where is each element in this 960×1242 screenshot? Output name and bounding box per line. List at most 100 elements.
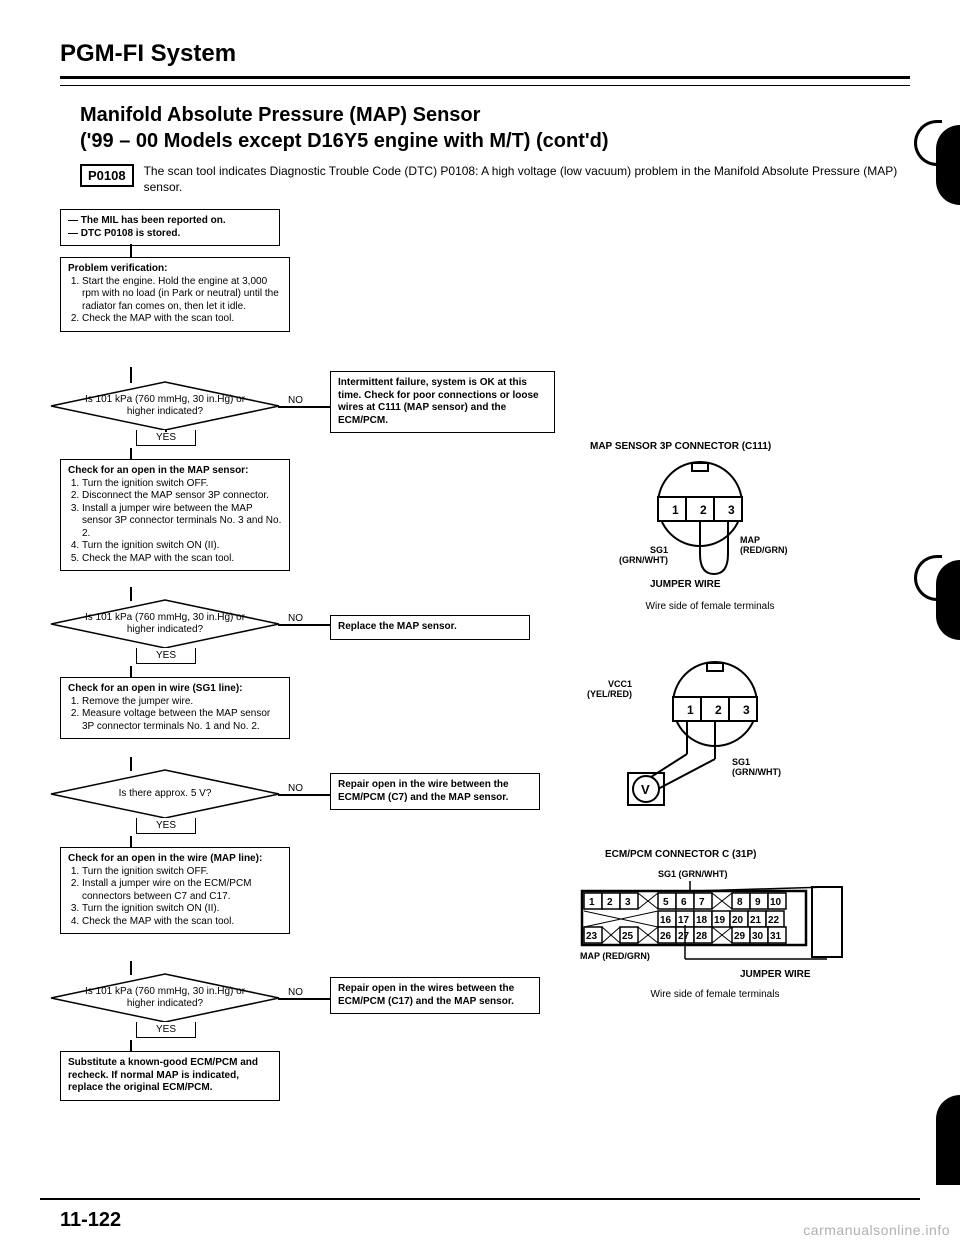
svg-text:22: 22 bbox=[768, 915, 780, 926]
svg-text:3: 3 bbox=[743, 703, 750, 717]
svg-text:19: 19 bbox=[714, 915, 726, 926]
svg-text:26: 26 bbox=[660, 931, 672, 942]
no-label: NO bbox=[288, 783, 303, 794]
diagram-map3p-title: MAP SENSOR 3P CONNECTOR (C111) bbox=[590, 441, 771, 452]
yes-label: YES bbox=[136, 1022, 196, 1038]
sg1-label: SG1 (GRN/WHT) bbox=[608, 545, 668, 565]
no-label: NO bbox=[288, 987, 303, 998]
diagram-ecm-title: ECM/PCM CONNECTOR C (31P) bbox=[605, 849, 757, 860]
list-item: Check the MAP with the scan tool. bbox=[82, 313, 282, 326]
svg-text:1: 1 bbox=[589, 897, 595, 908]
vcc1-label: VCC1 (YEL/RED) bbox=[572, 679, 632, 699]
flow-open-map-list: Turn the ignition switch OFF. Disconnect… bbox=[82, 478, 282, 566]
svg-text:3: 3 bbox=[728, 503, 735, 517]
list-item: Start the engine. Hold the engine at 3,0… bbox=[82, 276, 282, 314]
svg-text:23: 23 bbox=[586, 931, 598, 942]
subtitle-line1: Manifold Absolute Pressure (MAP) Sensor bbox=[80, 104, 480, 126]
flow-open-sg1-box: Check for an open in wire (SG1 line): Re… bbox=[60, 677, 290, 739]
flow-open-mapline-box: Check for an open in the wire (MAP line)… bbox=[60, 847, 290, 934]
dtc-intro: P0108 The scan tool indicates Diagnostic… bbox=[80, 164, 910, 195]
svg-text:18: 18 bbox=[696, 915, 708, 926]
svg-text:1: 1 bbox=[672, 503, 679, 517]
flow-start-box: — The MIL has been reported on. — DTC P0… bbox=[60, 209, 280, 246]
box-title: Check for an open in wire (SG1 line): bbox=[68, 683, 242, 694]
flow-open-map-box: Check for an open in the MAP sensor: Tur… bbox=[60, 459, 290, 571]
jumper-wire-label: JUMPER WIRE bbox=[650, 579, 721, 590]
flow-verify-list: Start the engine. Hold the engine at 3,0… bbox=[82, 276, 282, 326]
svg-text:6: 6 bbox=[681, 897, 687, 908]
decision-text: Is 101 kPa (760 mmHg, 30 in.Hg) or highe… bbox=[80, 612, 250, 636]
list-item: Remove the jumper wire. bbox=[82, 696, 282, 709]
svg-text:30: 30 bbox=[752, 931, 764, 942]
diagram-map3p-voltmeter: 1 2 3 V bbox=[620, 659, 790, 809]
no-label: NO bbox=[288, 613, 303, 624]
wire-side-caption-2: Wire side of female terminals bbox=[615, 989, 815, 1000]
svg-text:V: V bbox=[641, 782, 650, 797]
divider bbox=[60, 76, 910, 79]
dtc-description: The scan tool indicates Diagnostic Troub… bbox=[144, 164, 910, 195]
svg-text:25: 25 bbox=[622, 931, 634, 942]
flow-verify-box: Problem verification: Start the engine. … bbox=[60, 257, 290, 332]
list-item: Measure voltage between the MAP sensor 3… bbox=[82, 708, 282, 733]
svg-text:10: 10 bbox=[770, 897, 782, 908]
decision-text: Is 101 kPa (760 mmHg, 30 in.Hg) or highe… bbox=[80, 394, 250, 418]
svg-text:2: 2 bbox=[607, 897, 613, 908]
sg1-label-2: SG1 (GRN/WHT) bbox=[732, 757, 781, 777]
flow-verify-title: Problem verification: bbox=[68, 263, 167, 274]
yes-label: YES bbox=[136, 818, 196, 834]
ecm-sg1-label: SG1 (GRN/WHT) bbox=[658, 869, 728, 879]
yes-label: YES bbox=[136, 648, 196, 664]
decision-text: Is 101 kPa (760 mmHg, 30 in.Hg) or highe… bbox=[80, 986, 250, 1010]
box-title: Check for an open in the MAP sensor: bbox=[68, 465, 248, 476]
flow-repair-sg1-box: Repair open in the wire between the ECM/… bbox=[330, 773, 540, 810]
svg-text:31: 31 bbox=[770, 931, 782, 942]
list-item: Install a jumper wire on the ECM/PCM con… bbox=[82, 878, 282, 903]
svg-text:20: 20 bbox=[732, 915, 744, 926]
flow-open-sg1-list: Remove the jumper wire. Measure voltage … bbox=[82, 696, 282, 734]
svg-text:2: 2 bbox=[700, 503, 707, 517]
list-item: Install a jumper wire between the MAP se… bbox=[82, 503, 282, 541]
svg-text:21: 21 bbox=[750, 915, 762, 926]
svg-text:16: 16 bbox=[660, 915, 672, 926]
no-label: NO bbox=[288, 395, 303, 406]
ecm-map-label: MAP (RED/GRN) bbox=[580, 951, 650, 961]
divider bbox=[60, 85, 910, 86]
box-title: Check for an open in the wire (MAP line)… bbox=[68, 853, 262, 864]
flow-decision-2: Is 101 kPa (760 mmHg, 30 in.Hg) or highe… bbox=[50, 599, 280, 649]
list-item: Check the MAP with the scan tool. bbox=[82, 553, 282, 566]
svg-text:7: 7 bbox=[699, 897, 705, 908]
svg-text:9: 9 bbox=[755, 897, 761, 908]
flow-replace-map-box: Replace the MAP sensor. bbox=[330, 615, 530, 640]
dtc-code-box: P0108 bbox=[80, 164, 134, 187]
list-item: Check the MAP with the scan tool. bbox=[82, 916, 282, 929]
list-item: Turn the ignition switch ON (II). bbox=[82, 903, 282, 916]
subtitle-line2: ('99 – 00 Models except D16Y5 engine wit… bbox=[80, 130, 609, 152]
flowchart: — The MIL has been reported on. — DTC P0… bbox=[60, 209, 910, 1179]
decision-text: Is there approx. 5 V? bbox=[80, 788, 250, 800]
svg-text:8: 8 bbox=[737, 897, 743, 908]
svg-text:29: 29 bbox=[734, 931, 746, 942]
flow-open-mapline-list: Turn the ignition switch OFF. Install a … bbox=[82, 866, 282, 929]
map-label: MAP (RED/GRN) bbox=[740, 535, 788, 555]
list-item: Disconnect the MAP sensor 3P connector. bbox=[82, 490, 282, 503]
yes-label: YES bbox=[136, 430, 196, 446]
svg-text:1: 1 bbox=[687, 703, 694, 717]
page-number: 11-122 bbox=[60, 1209, 121, 1232]
page-title: PGM-FI System bbox=[60, 40, 910, 68]
section-subtitle: Manifold Absolute Pressure (MAP) Sensor … bbox=[80, 102, 910, 154]
flow-repair-map-box: Repair open in the wires between the ECM… bbox=[330, 977, 540, 1014]
svg-text:28: 28 bbox=[696, 931, 708, 942]
list-item: Turn the ignition switch OFF. bbox=[82, 478, 282, 491]
svg-text:2: 2 bbox=[715, 703, 722, 717]
jumper-wire-label-2: JUMPER WIRE bbox=[740, 969, 811, 980]
flow-substitute-box: Substitute a known-good ECM/PCM and rech… bbox=[60, 1051, 280, 1101]
wire-side-caption: Wire side of female terminals bbox=[620, 601, 800, 612]
list-item: Turn the ignition switch ON (II). bbox=[82, 540, 282, 553]
svg-text:5: 5 bbox=[663, 897, 669, 908]
watermark: carmanualsonline.info bbox=[803, 1222, 950, 1238]
footer-divider bbox=[40, 1198, 920, 1200]
svg-text:17: 17 bbox=[678, 915, 690, 926]
svg-text:27: 27 bbox=[678, 931, 690, 942]
flow-decision-4: Is 101 kPa (760 mmHg, 30 in.Hg) or highe… bbox=[50, 973, 280, 1023]
flow-decision-1: Is 101 kPa (760 mmHg, 30 in.Hg) or highe… bbox=[50, 381, 280, 431]
